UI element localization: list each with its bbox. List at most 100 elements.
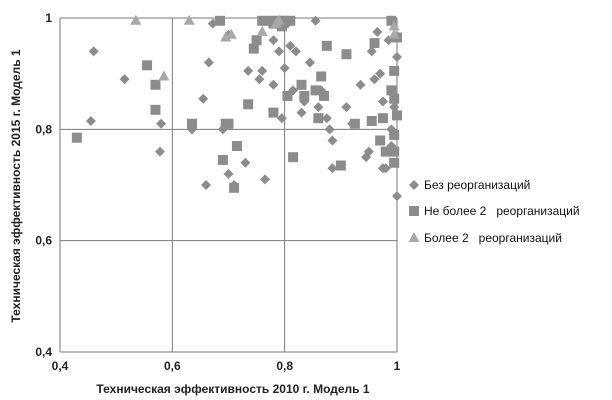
- data-point-diamond: [260, 174, 271, 185]
- data-point-square: [341, 49, 352, 60]
- data-point-diamond: [88, 46, 99, 57]
- data-point-diamond: [290, 46, 301, 57]
- x-axis-title: Техническая эффективность 2010 г. Модель…: [96, 382, 369, 396]
- x-tick-label: 0,4: [52, 359, 69, 373]
- data-point-diamond: [369, 74, 380, 85]
- data-point-square: [392, 110, 402, 121]
- data-point-square: [375, 135, 386, 146]
- data-point-diamond: [327, 163, 338, 174]
- data-point-diamond: [392, 191, 402, 202]
- data-point-square: [217, 154, 228, 165]
- data-point-square: [186, 118, 197, 129]
- legend: Без реорганизаций Не более 2 реорганизаци…: [408, 178, 580, 245]
- data-point-diamond: [366, 46, 377, 57]
- data-point-diamond: [119, 74, 130, 85]
- data-point-square: [215, 15, 226, 26]
- data-point-diamond: [274, 46, 285, 57]
- y-tick-label: 0,6: [35, 234, 52, 248]
- data-point-square: [150, 79, 161, 90]
- data-point-square: [389, 129, 400, 140]
- data-point-diamond: [257, 65, 268, 76]
- data-point-diamond: [203, 57, 214, 68]
- data-point-square: [313, 113, 324, 124]
- data-point-square: [296, 79, 307, 90]
- x-tick-label: 0,6: [164, 359, 181, 373]
- data-point-diamond: [389, 102, 400, 113]
- data-point-diamond: [201, 180, 212, 190]
- data-point-square: [321, 40, 332, 51]
- data-point-diamond: [304, 57, 315, 68]
- y-tick-label: 1: [45, 11, 52, 25]
- data-point-diamond: [268, 79, 279, 90]
- data-point-triangle: [220, 31, 232, 42]
- data-point-square: [369, 38, 380, 49]
- data-point-triangle: [130, 14, 142, 25]
- data-point-diamond: [198, 93, 209, 104]
- data-point-square: [231, 141, 242, 152]
- x-tick-label: 1: [394, 359, 401, 373]
- y-tick-label: 0,4: [35, 345, 52, 359]
- data-point-square: [380, 146, 391, 157]
- data-point-triangle: [256, 25, 268, 36]
- data-point-square: [366, 115, 377, 126]
- data-point-square: [316, 71, 327, 82]
- data-point-square: [299, 90, 310, 101]
- legend-marker-diamond: [409, 180, 419, 190]
- data-point-diamond: [279, 63, 290, 74]
- data-point-diamond: [240, 157, 251, 168]
- data-point-square: [257, 15, 268, 26]
- data-point-diamond: [372, 26, 383, 37]
- data-point-square: [223, 118, 234, 129]
- data-point-diamond: [154, 146, 165, 157]
- data-point-diamond: [254, 74, 265, 85]
- data-point-square: [71, 132, 82, 143]
- data-point-triangle: [388, 20, 400, 31]
- data-point-square: [377, 113, 388, 124]
- data-point-square: [310, 85, 321, 96]
- data-point-diamond: [156, 118, 167, 129]
- data-point-square: [389, 93, 400, 104]
- data-point-square: [229, 182, 240, 193]
- legend-marker-square: [409, 206, 419, 216]
- data-point-square: [282, 90, 293, 101]
- legend-label: Не более 2 реорганизаций: [424, 204, 580, 218]
- legend-marker-triangle: [408, 232, 420, 242]
- data-point-diamond: [375, 68, 386, 79]
- data-point-square: [386, 15, 397, 26]
- data-point-diamond: [310, 15, 321, 26]
- data-point-square: [276, 21, 287, 32]
- data-point-square: [150, 104, 161, 115]
- x-tick-label: 0,8: [276, 359, 293, 373]
- data-point-square: [389, 65, 400, 76]
- data-point-square: [389, 157, 400, 168]
- data-point-diamond: [243, 65, 254, 76]
- tick-labels: 0,4 0,6 0,8 1 0,4 0,6 0,8 1: [35, 11, 400, 373]
- data-point-square: [248, 43, 259, 54]
- data-point-square: [279, 15, 290, 26]
- data-point-diamond: [363, 146, 374, 157]
- data-point-triangle: [225, 28, 237, 39]
- data-point-diamond: [321, 113, 332, 124]
- y-axis-title: Техническая эффективность 2015 г. Модель…: [9, 49, 23, 322]
- data-point-diamond: [285, 40, 296, 51]
- data-point-square: [335, 160, 346, 171]
- data-point-square: [142, 60, 153, 71]
- data-point-diamond: [276, 113, 287, 124]
- data-point-diamond: [341, 102, 352, 113]
- data-point-triangle: [388, 28, 400, 39]
- data-point-diamond: [324, 124, 335, 135]
- data-point-square: [389, 146, 400, 157]
- data-point-diamond: [327, 135, 338, 146]
- data-point-square: [268, 107, 279, 118]
- data-point-diamond: [355, 79, 366, 90]
- data-point-triangle: [158, 70, 170, 81]
- data-point-square: [386, 85, 397, 96]
- data-point-square: [318, 90, 329, 101]
- data-point-diamond: [268, 35, 279, 46]
- data-point-square: [285, 15, 296, 26]
- data-point-square: [251, 35, 262, 46]
- legend-label: Без реорганизаций: [424, 178, 530, 192]
- data-point-triangle: [183, 14, 195, 25]
- y-tick-label: 0,8: [35, 122, 52, 136]
